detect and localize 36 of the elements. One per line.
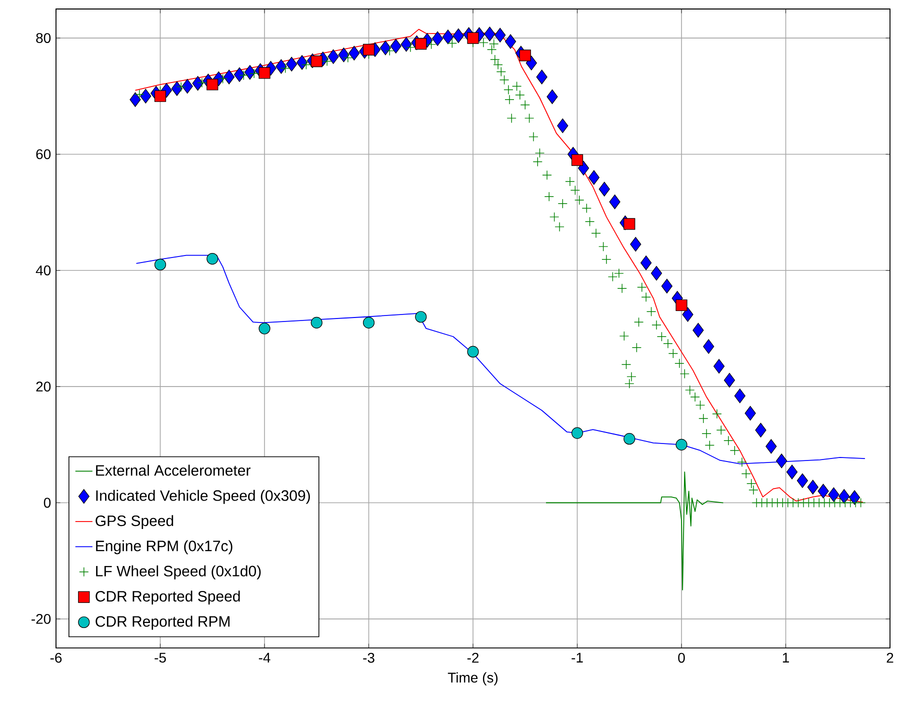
x-tick-label: 2	[886, 652, 894, 663]
legend-label: CDR Reported Speed	[96, 590, 240, 605]
point	[571, 427, 584, 439]
x-tick-label: -1	[572, 652, 583, 662]
y-tick-label: -20	[32, 614, 51, 624]
point	[624, 218, 636, 230]
legend-label: Indicated Vehicle Speed (0x309)	[96, 490, 310, 504]
point	[310, 316, 322, 328]
x-tick-label: -5	[154, 652, 166, 663]
x-tick-label: -4	[258, 652, 270, 662]
point	[362, 316, 375, 328]
x-tick-label: -6	[50, 652, 62, 663]
x-axis-title: Time (s)	[448, 672, 498, 686]
line-series	[546, 472, 724, 590]
point	[519, 50, 531, 62]
x-tick-label: 1	[782, 652, 789, 662]
y-tick-label: 0	[44, 498, 51, 508]
legend-label: CDR Reported RPM	[96, 616, 230, 630]
point	[624, 433, 636, 445]
x-tick-label: 0	[678, 652, 685, 663]
point	[258, 322, 270, 334]
x-tick-label: -3	[363, 652, 374, 663]
legend-label: Engine RPM (0x17c)	[96, 540, 232, 554]
y-tick-label: 40	[36, 265, 51, 276]
point	[676, 438, 688, 450]
y-tick-label: 20	[36, 382, 51, 392]
legend-label: External Accelerometer	[96, 464, 250, 476]
point	[467, 346, 479, 358]
x-tick-label: -2	[467, 652, 479, 663]
y-tick-label: 80	[36, 33, 51, 43]
y-tick-label: 60	[36, 149, 51, 160]
legend-label: LF Wheel Speed (0x1d0)	[96, 565, 261, 580]
point	[206, 252, 218, 265]
point	[154, 258, 166, 270]
point	[415, 311, 427, 323]
legend-label: GPS Speed	[96, 515, 174, 530]
